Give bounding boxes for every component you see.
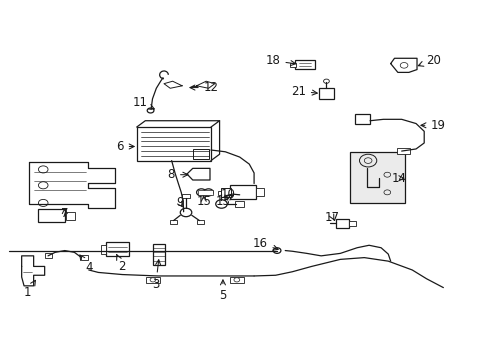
Bar: [39, 209, 64, 222]
Bar: [221, 188, 231, 197]
Circle shape: [39, 199, 48, 207]
Text: 4: 4: [80, 255, 92, 274]
Text: 6: 6: [116, 140, 134, 153]
Text: 18: 18: [265, 54, 295, 67]
Text: 7: 7: [61, 207, 68, 220]
Bar: [153, 244, 165, 265]
Bar: [101, 245, 106, 254]
Bar: [289, 63, 295, 67]
Circle shape: [196, 189, 206, 196]
Bar: [335, 219, 348, 228]
Text: 10: 10: [220, 188, 235, 201]
Bar: [256, 188, 263, 196]
Text: 3: 3: [152, 260, 160, 291]
Circle shape: [233, 278, 239, 282]
Text: 21: 21: [290, 85, 317, 98]
Text: 5: 5: [219, 280, 226, 302]
Bar: [45, 253, 52, 258]
Circle shape: [215, 200, 227, 208]
Circle shape: [150, 278, 156, 282]
Circle shape: [39, 182, 48, 189]
Bar: [230, 277, 243, 283]
Text: 14: 14: [391, 172, 407, 185]
Text: 13: 13: [215, 195, 233, 208]
Text: 20: 20: [417, 54, 440, 67]
Bar: [294, 60, 314, 69]
Bar: [197, 189, 212, 195]
Circle shape: [383, 172, 390, 177]
Circle shape: [203, 189, 213, 196]
Text: 9: 9: [176, 197, 183, 210]
Circle shape: [359, 154, 376, 167]
Text: 11: 11: [132, 96, 154, 109]
Text: 15: 15: [196, 195, 211, 208]
Bar: [193, 149, 208, 159]
Bar: [196, 220, 204, 224]
Bar: [137, 127, 210, 161]
Bar: [230, 185, 256, 199]
Text: 16: 16: [252, 237, 278, 250]
Circle shape: [323, 79, 328, 83]
Bar: [146, 277, 160, 283]
Bar: [318, 88, 333, 99]
Circle shape: [180, 208, 191, 217]
Circle shape: [383, 190, 390, 195]
Text: 17: 17: [325, 211, 339, 224]
Bar: [396, 148, 409, 154]
Circle shape: [273, 248, 280, 253]
Bar: [182, 194, 189, 198]
Bar: [105, 242, 129, 256]
Bar: [217, 190, 225, 195]
Circle shape: [364, 158, 371, 163]
Text: 8: 8: [167, 168, 187, 181]
Circle shape: [147, 108, 154, 113]
Circle shape: [400, 63, 407, 68]
Bar: [354, 114, 369, 123]
Text: 1: 1: [24, 280, 35, 300]
Bar: [234, 201, 243, 207]
Bar: [169, 220, 177, 224]
Circle shape: [39, 166, 48, 173]
Bar: [81, 255, 88, 260]
Text: 19: 19: [420, 119, 445, 132]
Bar: [349, 152, 404, 203]
Text: 12: 12: [190, 81, 218, 94]
Bar: [66, 212, 75, 220]
Text: 2: 2: [117, 255, 126, 273]
Bar: [348, 221, 355, 226]
